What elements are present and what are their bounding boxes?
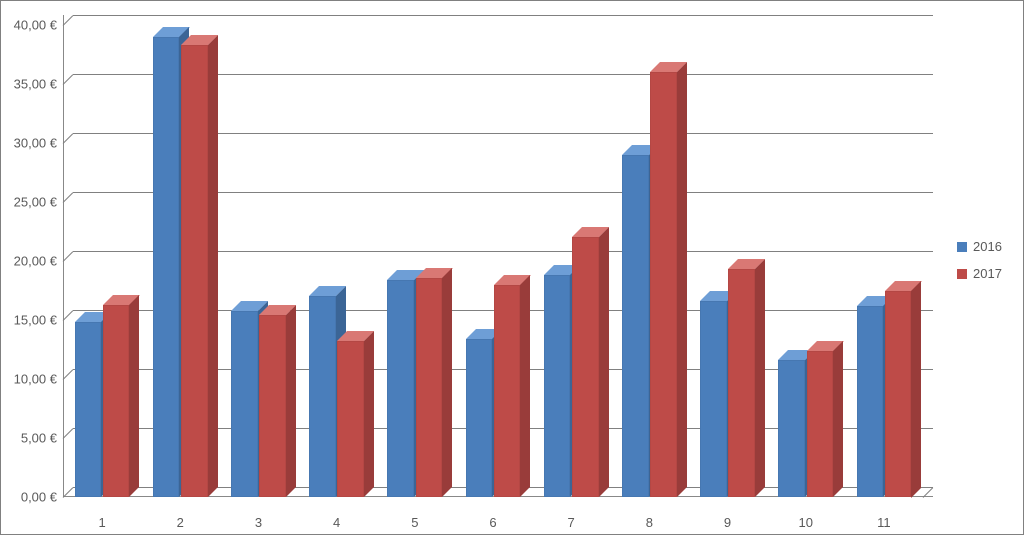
bar-2017-7 bbox=[572, 237, 599, 497]
plot-area: 0,00 €5,00 €10,00 €15,00 €20,00 €25,00 €… bbox=[63, 15, 933, 497]
y-tick-label: 20,00 € bbox=[14, 254, 63, 269]
legend-item-2016: 2016 bbox=[957, 239, 1002, 254]
x-tick-label: 1 bbox=[98, 497, 105, 530]
bar-2016-1 bbox=[75, 322, 102, 497]
bar-2017-2 bbox=[181, 45, 208, 497]
bar-2016-11 bbox=[857, 306, 884, 497]
y-tick-label: 25,00 € bbox=[14, 195, 63, 210]
bar-2017-1 bbox=[103, 305, 130, 497]
x-tick-label: 10 bbox=[798, 497, 812, 530]
x-tick-label: 3 bbox=[255, 497, 262, 530]
y-tick-label: 0,00 € bbox=[21, 490, 63, 505]
x-tick-label: 8 bbox=[646, 497, 653, 530]
legend-label: 2016 bbox=[973, 239, 1002, 254]
x-tick-label: 5 bbox=[411, 497, 418, 530]
bar-2017-10 bbox=[807, 351, 834, 497]
y-tick-label: 35,00 € bbox=[14, 77, 63, 92]
bar-2016-10 bbox=[778, 360, 805, 497]
bar-2017-8 bbox=[650, 72, 677, 497]
bar-2016-3 bbox=[231, 311, 258, 497]
bar-2017-3 bbox=[259, 315, 286, 497]
bar-2016-4 bbox=[309, 296, 336, 497]
y-tick-label: 30,00 € bbox=[14, 136, 63, 151]
x-tick-label: 6 bbox=[489, 497, 496, 530]
bar-2016-2 bbox=[153, 37, 180, 497]
bar-2017-4 bbox=[337, 341, 364, 497]
gridline bbox=[73, 15, 933, 16]
x-tick-label: 7 bbox=[568, 497, 575, 530]
x-tick-label: 4 bbox=[333, 497, 340, 530]
bar-2016-5 bbox=[387, 280, 414, 497]
y-tick-label: 10,00 € bbox=[14, 372, 63, 387]
x-tick-label: 9 bbox=[724, 497, 731, 530]
y-tick-label: 15,00 € bbox=[14, 313, 63, 328]
legend: 2016 2017 bbox=[957, 239, 1002, 281]
x-tick-label: 2 bbox=[177, 497, 184, 530]
bar-2016-7 bbox=[544, 275, 571, 497]
bar-2017-11 bbox=[885, 291, 912, 498]
bar-2016-9 bbox=[700, 301, 727, 497]
legend-label: 2017 bbox=[973, 266, 1002, 281]
legend-swatch bbox=[957, 269, 967, 279]
bar-2017-6 bbox=[494, 285, 521, 497]
bar-2017-9 bbox=[728, 269, 755, 497]
bar-2016-8 bbox=[622, 155, 649, 497]
y-tick-label: 5,00 € bbox=[21, 431, 63, 446]
chart-frame: 0,00 € 5,00 € 10,00 € 15,00 € 20,00 € 25,00 €… bbox=[0, 0, 1024, 535]
legend-swatch bbox=[957, 242, 967, 252]
bar-2017-5 bbox=[416, 278, 443, 497]
x-tick-label: 11 bbox=[877, 497, 891, 530]
bar-2016-6 bbox=[466, 339, 493, 497]
y-tick-label: 40,00 € bbox=[14, 18, 63, 33]
legend-item-2017: 2017 bbox=[957, 266, 1002, 281]
